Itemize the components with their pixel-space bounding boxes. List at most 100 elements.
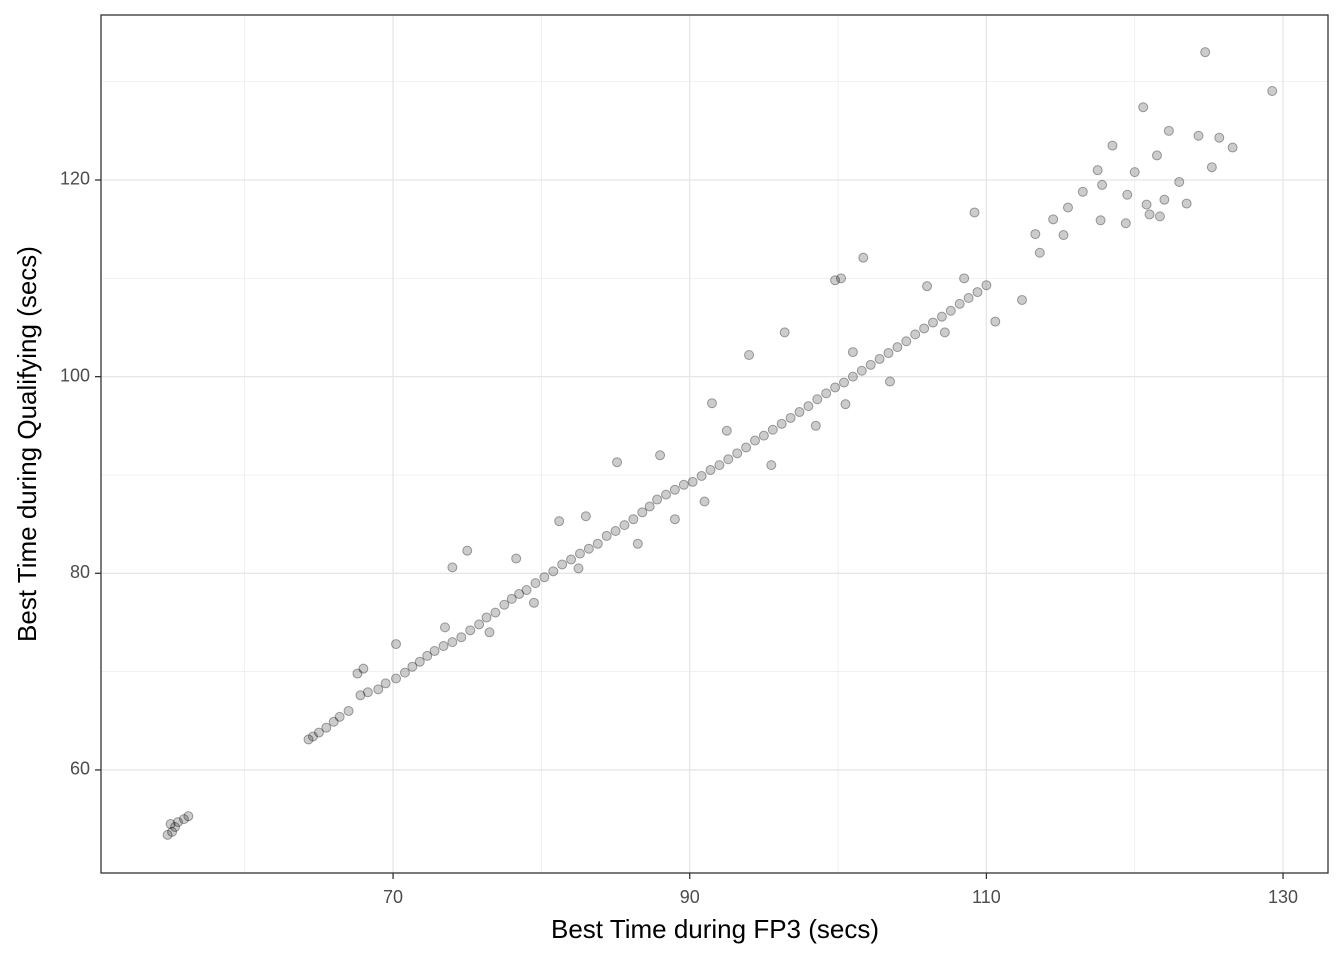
point <box>429 645 440 656</box>
point <box>699 496 710 507</box>
point <box>1092 165 1103 176</box>
point <box>732 448 743 459</box>
point <box>1206 162 1217 173</box>
point <box>573 563 584 574</box>
point <box>628 514 639 525</box>
x-tick-label: 130 <box>1268 887 1298 907</box>
point <box>810 420 821 431</box>
point <box>391 673 402 684</box>
point <box>1267 86 1278 97</box>
point <box>847 371 858 382</box>
point <box>506 593 517 604</box>
point <box>539 572 550 583</box>
point <box>1174 176 1185 187</box>
point <box>766 460 777 471</box>
x-tick-label: 70 <box>383 887 403 907</box>
point <box>557 559 568 570</box>
point <box>836 273 847 284</box>
point <box>830 382 841 393</box>
point <box>462 545 473 556</box>
point <box>919 323 930 334</box>
point <box>838 377 849 388</box>
point <box>945 305 956 316</box>
point <box>687 476 698 487</box>
point <box>1144 209 1155 220</box>
point <box>705 465 716 476</box>
point <box>183 811 194 822</box>
point <box>439 622 450 633</box>
point <box>499 599 510 610</box>
point <box>1095 215 1106 226</box>
points <box>162 47 1278 840</box>
point <box>352 668 363 679</box>
point <box>592 538 603 549</box>
point <box>744 350 755 361</box>
point <box>447 637 458 648</box>
point <box>749 435 760 446</box>
point <box>165 819 176 830</box>
point <box>414 656 425 667</box>
point <box>619 520 630 531</box>
point <box>1193 130 1204 141</box>
point <box>334 711 345 722</box>
y-tick-label: 60 <box>70 759 90 779</box>
point <box>758 430 769 441</box>
point <box>922 281 933 292</box>
point <box>373 684 384 695</box>
point <box>1141 199 1152 210</box>
point <box>1077 186 1088 197</box>
panel-border <box>100 14 1329 874</box>
point <box>830 275 841 286</box>
point <box>637 507 648 518</box>
point <box>644 501 655 512</box>
point <box>514 588 525 599</box>
y-tick-label: 100 <box>60 365 90 385</box>
point <box>884 376 895 387</box>
x-tick-label: 90 <box>680 887 700 907</box>
x-tick-label: 110 <box>972 887 1001 907</box>
y-axis-title: Best Time during Qualifying (secs) <box>12 246 42 642</box>
y-tick-label: 80 <box>70 562 90 582</box>
point <box>779 327 790 338</box>
point <box>490 607 501 618</box>
point <box>162 829 173 840</box>
point <box>696 470 707 481</box>
point <box>1048 214 1059 225</box>
point <box>767 424 778 435</box>
point <box>407 661 418 672</box>
point <box>601 530 612 541</box>
point <box>1129 167 1140 178</box>
point <box>840 399 851 410</box>
point <box>927 317 938 328</box>
point <box>972 287 983 298</box>
point <box>580 511 591 522</box>
point <box>655 450 666 461</box>
point <box>959 273 970 284</box>
point <box>484 627 495 638</box>
point <box>847 347 858 358</box>
point <box>812 394 823 405</box>
point <box>990 316 1001 327</box>
point <box>574 548 585 559</box>
point <box>465 625 476 636</box>
grid <box>101 15 1328 873</box>
point <box>481 612 492 623</box>
point <box>1097 179 1108 190</box>
point <box>721 425 732 436</box>
point <box>936 311 947 322</box>
point <box>380 678 391 689</box>
y-tick-label: 120 <box>60 169 90 189</box>
point <box>910 329 921 340</box>
point <box>474 619 485 630</box>
point <box>321 722 332 733</box>
point <box>1016 294 1027 305</box>
point <box>741 442 752 453</box>
point <box>858 252 869 263</box>
point <box>1227 142 1238 153</box>
point <box>723 454 734 465</box>
point <box>669 484 680 495</box>
point <box>521 585 532 596</box>
point <box>307 731 318 742</box>
point <box>172 817 183 828</box>
